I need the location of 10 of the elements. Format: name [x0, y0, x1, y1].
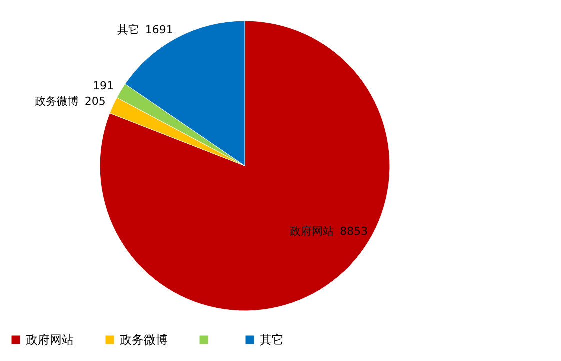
legend-label: 其它 [260, 333, 284, 347]
legend-label: 政府网站 [26, 333, 74, 347]
data-label: 1691 [145, 24, 174, 37]
data-label: 205 [84, 95, 106, 108]
slice-label: 政府网站 [290, 224, 334, 238]
legend-label: 政务微博 [120, 333, 168, 347]
data-label: 8853 [340, 224, 368, 238]
data-label: 191 [93, 80, 114, 93]
slice-label: 其它 [117, 24, 140, 37]
slice-label: 政务微博 [34, 95, 79, 108]
